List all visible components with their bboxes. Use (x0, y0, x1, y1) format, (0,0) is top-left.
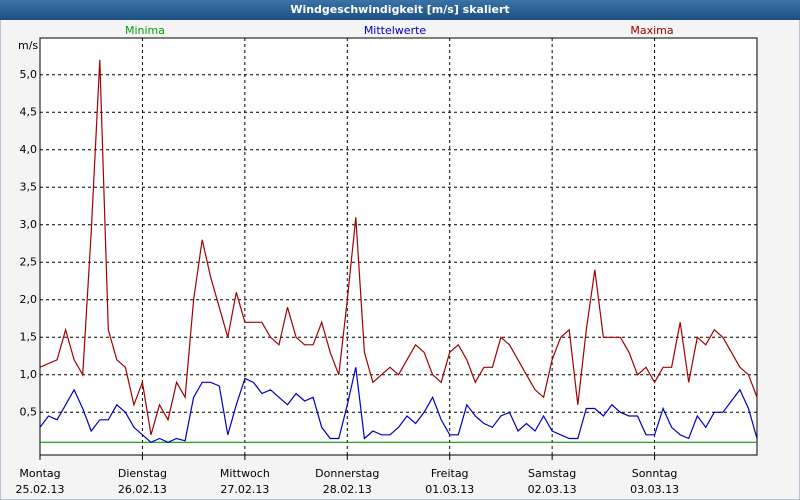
x-tick-label: Samstag (528, 467, 576, 480)
y-axis-label: m/s (18, 39, 38, 52)
y-tick-label: 3,0 (20, 218, 38, 231)
y-tick-label: 1,5 (20, 330, 38, 343)
y-tick-label: 5,0 (20, 68, 38, 81)
chart-title: Windgeschwindigkeit [m/s] skaliert (290, 3, 509, 16)
x-tick-date: 02.03.13 (528, 483, 577, 496)
x-tick-date: 28.02.13 (323, 483, 372, 496)
x-tick-date: 25.02.13 (16, 483, 65, 496)
series-line (39, 59, 758, 435)
y-tick-label: 2,0 (20, 293, 38, 306)
x-tick-label: Freitag (431, 467, 469, 480)
y-tick-label: 3,5 (20, 180, 38, 193)
title-bar (0, 0, 800, 20)
x-tick-label: Dienstag (118, 467, 167, 480)
legend-label: Minima (125, 24, 165, 37)
x-tick-label: Mittwoch (220, 467, 270, 480)
x-tick-label: Montag (19, 467, 60, 480)
y-tick-label: 2,5 (20, 255, 38, 268)
x-tick-date: 27.02.13 (220, 483, 269, 496)
y-tick-label: 0,5 (20, 405, 38, 418)
y-tick-label: 4,5 (20, 105, 38, 118)
y-tick-label: 1,0 (20, 368, 38, 381)
x-tick-date: 26.02.13 (118, 483, 167, 496)
x-tick-label: Sonntag (632, 467, 678, 480)
plot-area (39, 37, 758, 456)
x-tick-date: 01.03.13 (425, 483, 474, 496)
legend-label: Maxima (630, 24, 673, 37)
x-tick-label: Donnerstag (315, 467, 379, 480)
y-tick-label: 4,0 (20, 143, 38, 156)
series-line (39, 367, 758, 444)
x-tick-date: 03.03.13 (630, 483, 679, 496)
legend-label: Mittelwerte (364, 24, 427, 37)
